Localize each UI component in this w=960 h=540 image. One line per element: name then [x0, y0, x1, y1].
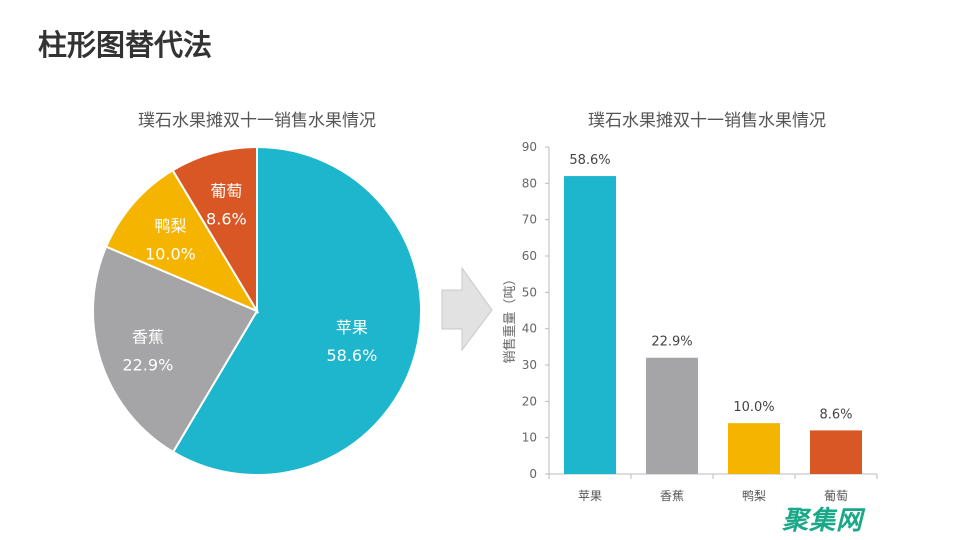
bar-3 — [810, 430, 862, 474]
bar-0 — [564, 176, 616, 475]
y-tick-label: 40 — [522, 322, 537, 336]
bar-data-label: 10.0% — [733, 400, 774, 415]
y-tick-label: 10 — [522, 431, 537, 445]
y-axis-label: 销售重量（吨） — [502, 272, 518, 363]
arrow-right-icon — [441, 266, 493, 352]
pie-label-percent: 22.9% — [122, 356, 173, 375]
x-tick-label: 鸭梨 — [742, 489, 766, 503]
pie-chart-title: 璞石水果摊双十一销售水果情况 — [138, 111, 376, 131]
pie-slice-1 — [92, 245, 259, 454]
page-title: 柱形图替代法 — [38, 28, 213, 62]
pie-label-category: 苹果 — [336, 318, 368, 337]
y-tick-label: 80 — [522, 176, 537, 190]
bar-chart-title: 璞石水果摊双十一销售水果情况 — [588, 111, 826, 131]
bar-data-label: 22.9% — [651, 335, 692, 350]
pie-slice-0 — [171, 145, 422, 476]
x-tick-label: 葡萄 — [824, 489, 848, 503]
y-tick-label: 20 — [522, 394, 537, 408]
y-tick-label: 90 — [522, 140, 537, 154]
pie-label-category: 葡萄 — [210, 181, 242, 200]
y-tick-label: 50 — [522, 285, 537, 299]
pie-label-percent: 10.0% — [145, 245, 196, 264]
x-tick-label: 苹果 — [578, 489, 602, 503]
y-tick-label: 60 — [522, 249, 537, 263]
y-tick-label: 70 — [522, 213, 537, 227]
pie-slice-3 — [171, 145, 258, 315]
bar-data-label: 8.6% — [819, 407, 852, 422]
watermark-logo: 聚集网 — [782, 506, 864, 536]
bar-1 — [646, 357, 698, 474]
y-tick-label: 0 — [529, 467, 537, 481]
pie-chart: 苹果 58.6% 香蕉 22.9% 鸭梨 10.0% 葡萄 8.6% — [92, 145, 422, 476]
x-tick-label: 香蕉 — [660, 489, 684, 503]
pie-slice-2 — [104, 168, 260, 314]
pie-label-percent: 58.6% — [326, 346, 377, 365]
bar-data-label: 58.6% — [569, 153, 610, 168]
pie-label-category: 香蕉 — [132, 328, 164, 347]
pie-label-percent: 8.6% — [206, 209, 247, 228]
bar-2 — [728, 423, 780, 474]
y-tick-label: 30 — [522, 358, 537, 372]
pie-label-category: 鸭梨 — [154, 217, 186, 236]
bar-chart: 0 10 20 30 40 50 60 70 80 90 58.6% 苹果 22.9% 香蕉 10.0% 鸭梨… — [522, 140, 878, 503]
